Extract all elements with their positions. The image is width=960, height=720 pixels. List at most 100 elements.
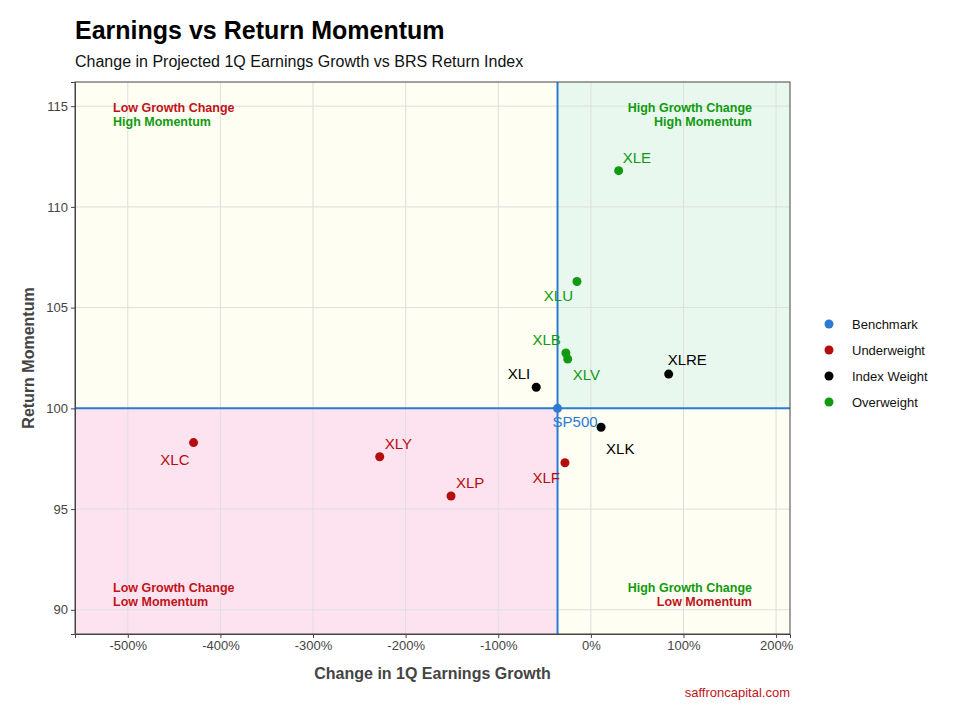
point-label: XLC bbox=[160, 451, 189, 468]
legend-label: Index Weight bbox=[852, 369, 928, 384]
grid-line-x bbox=[776, 82, 777, 634]
grid-line-y bbox=[75, 307, 790, 308]
grid-line-x bbox=[127, 82, 128, 634]
point bbox=[572, 277, 581, 286]
grid-line-x bbox=[498, 82, 499, 634]
y-tick-mark bbox=[71, 408, 75, 409]
point bbox=[375, 452, 384, 461]
x-tick-label: -400% bbox=[202, 638, 240, 653]
quadrant-label: Low Growth Change bbox=[113, 581, 235, 595]
y-tick-label: 95 bbox=[54, 502, 68, 517]
x-tick: 0% bbox=[582, 634, 601, 653]
quadrant-low-low bbox=[75, 408, 558, 634]
point-label: XLB bbox=[533, 331, 561, 348]
legend-marker bbox=[825, 398, 834, 407]
x-axis: -500% -400% -300% -200% -100% 0% 100% 200% bbox=[76, 634, 794, 653]
point-label: XLF bbox=[532, 469, 560, 486]
quadrant-label: High Momentum bbox=[113, 115, 211, 129]
legend-label: Benchmark bbox=[852, 317, 918, 332]
grid-line-x bbox=[220, 82, 221, 634]
quadrant-label: Low Growth Change bbox=[113, 101, 235, 115]
quadrant-label: Low Momentum bbox=[657, 595, 752, 609]
legend-marker bbox=[825, 346, 834, 355]
title: Earnings vs Return Momentum bbox=[75, 16, 445, 44]
grid-line-y bbox=[75, 609, 790, 610]
legend-label: Overweight bbox=[852, 395, 918, 410]
x-tick: -500% bbox=[110, 634, 148, 653]
y-tick-mark bbox=[71, 106, 75, 107]
x-tick-label: -300% bbox=[295, 638, 333, 653]
point-label: XLK bbox=[606, 440, 634, 457]
y-tick-label: 115 bbox=[47, 99, 68, 114]
y-tick-label: 110 bbox=[47, 200, 68, 215]
point-label: XLI bbox=[508, 365, 531, 382]
legend: Benchmark Underweight Index Weight Overweig… bbox=[825, 317, 929, 410]
y-tick-mark bbox=[71, 207, 75, 208]
y-tick-label: 100 bbox=[46, 401, 68, 416]
y-tick: 90 bbox=[54, 602, 75, 617]
point-label: XLV bbox=[573, 366, 600, 383]
subtitle: Change in Projected 1Q Earnings Growth v… bbox=[75, 53, 523, 70]
y-tick-label: 105 bbox=[46, 300, 68, 315]
quadrant-label: High Momentum bbox=[654, 115, 752, 129]
x-tick-label: 0% bbox=[582, 638, 601, 653]
quadrant-label: Low Momentum bbox=[113, 595, 208, 609]
y-axis: 90 95 100 105 110 115 bbox=[46, 83, 75, 635]
y-tick: 100 bbox=[46, 401, 75, 416]
y-tick-mark bbox=[71, 509, 75, 510]
x-tick: 200% bbox=[760, 634, 794, 653]
y-tick-mark bbox=[71, 610, 75, 611]
y-tick: 110 bbox=[47, 200, 75, 215]
y-tick: 105 bbox=[46, 300, 75, 315]
grid-line-y bbox=[75, 206, 790, 207]
x-tick: -100% bbox=[480, 634, 518, 653]
legend-marker bbox=[825, 320, 834, 329]
quadrant-label: High Growth Change bbox=[628, 101, 752, 115]
point bbox=[189, 438, 198, 447]
grid-line-x bbox=[590, 82, 591, 634]
chart-svg: Earnings vs Return Momentum Change in Pro… bbox=[0, 0, 960, 720]
benchmark-line-x bbox=[557, 82, 559, 634]
y-tick-label: 90 bbox=[54, 602, 68, 617]
x-tick-label: 200% bbox=[760, 638, 794, 653]
grid-line-y bbox=[75, 509, 790, 510]
x-tick: -400% bbox=[202, 634, 240, 653]
point-label: XLU bbox=[544, 287, 573, 304]
y-tick: 95 bbox=[54, 502, 75, 517]
point bbox=[664, 370, 673, 379]
quadrant-annotations: Low Growth ChangeHigh MomentumHigh Growt… bbox=[113, 101, 752, 609]
source: saffroncapital.com bbox=[685, 685, 790, 700]
x-tick: -200% bbox=[387, 634, 425, 653]
plot-background bbox=[75, 82, 790, 634]
grid-line-x bbox=[405, 82, 406, 634]
quadrant-high-high bbox=[558, 82, 790, 408]
x-tick: -300% bbox=[295, 634, 333, 653]
grid bbox=[75, 82, 790, 634]
quadrant-label: High Growth Change bbox=[628, 581, 752, 595]
point bbox=[447, 492, 456, 501]
point bbox=[532, 383, 541, 392]
y-tick: 115 bbox=[47, 99, 75, 114]
x-tick-label: -200% bbox=[387, 638, 425, 653]
point-label: XLE bbox=[623, 149, 651, 166]
point bbox=[614, 166, 623, 175]
plot-frame bbox=[75, 82, 790, 634]
legend-marker bbox=[825, 372, 834, 381]
point-label: SP500 bbox=[553, 413, 598, 430]
legend-label: Underweight bbox=[852, 343, 925, 358]
y-axis-line bbox=[71, 83, 76, 635]
x-tick-label: -100% bbox=[480, 638, 518, 653]
x-tick: 100% bbox=[667, 634, 701, 653]
grid-line-y bbox=[75, 408, 790, 409]
x-tick-label: 100% bbox=[667, 638, 701, 653]
point-labels: SP500XLCXLYXLPXLFXLIXLREXLKXLEXLUXLBXLV bbox=[160, 149, 706, 491]
point bbox=[597, 423, 606, 432]
point bbox=[553, 404, 562, 413]
benchmark-line-y bbox=[75, 407, 790, 409]
y-tick-mark bbox=[71, 308, 75, 309]
point-label: XLY bbox=[385, 435, 412, 452]
point-label: XLP bbox=[456, 474, 484, 491]
y-axis-title: Return Momentum bbox=[20, 287, 37, 428]
point bbox=[560, 458, 569, 467]
grid-line-x bbox=[313, 82, 314, 634]
